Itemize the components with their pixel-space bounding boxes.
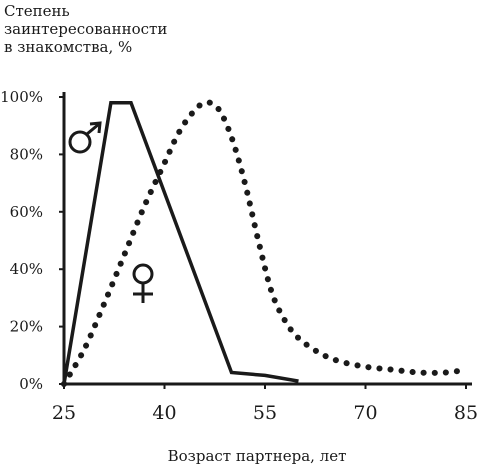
male-symbol-arrow-head	[89, 121, 102, 134]
x-tick-label: 55	[253, 402, 277, 424]
y-tick-label: 20%	[10, 318, 43, 336]
x-tick-label: 70	[353, 402, 377, 424]
x-tick-label: 40	[152, 402, 176, 424]
y-axis-title-line-3: в знакомства, %	[4, 38, 132, 56]
male-symbol-arrow-shaft	[86, 122, 100, 136]
male-symbol	[68, 121, 102, 154]
series-female-line	[61, 99, 469, 387]
y-tick-label: 60%	[10, 203, 43, 221]
y-tick-label: 40%	[10, 260, 43, 278]
female-symbol-circle	[132, 263, 154, 285]
y-axis-title: Степень заинтересованности в знакомства,…	[4, 2, 167, 56]
x-axis-title: Возраст партнера, лет	[168, 447, 347, 465]
female-symbol	[132, 263, 154, 303]
x-tick-label: 85	[454, 402, 478, 424]
x-tick-label: 25	[52, 402, 76, 424]
y-tick-label: 100%	[0, 88, 43, 106]
y-axis-title-line-1: Степень	[4, 2, 70, 20]
y-tick-label: 0%	[19, 375, 43, 393]
series-male-line	[62, 100, 299, 385]
y-tick-label: 80%	[10, 145, 43, 163]
y-axis-title-line-2: заинтересованности	[4, 20, 167, 38]
male-symbol-circle	[68, 130, 92, 154]
